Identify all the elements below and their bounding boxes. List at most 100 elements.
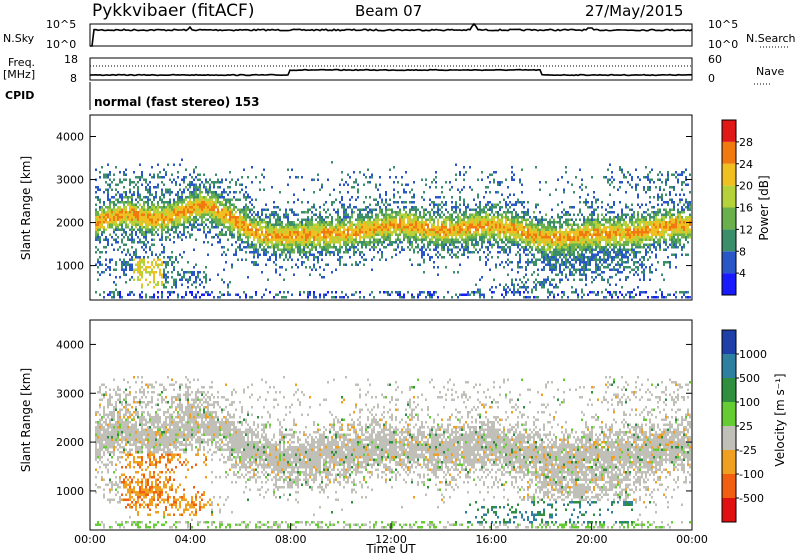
sky-panel-frame bbox=[89, 23, 693, 47]
scatter-cell bbox=[447, 228, 449, 231]
scatter-cell bbox=[533, 228, 535, 231]
scatter-cell bbox=[495, 266, 497, 269]
scatter-cell bbox=[203, 293, 205, 296]
scatter-cell bbox=[189, 191, 191, 194]
scatter-cell bbox=[337, 223, 339, 226]
scatter-cell bbox=[541, 241, 543, 244]
scatter-cell bbox=[337, 216, 339, 219]
scatter-cell bbox=[535, 203, 537, 206]
scatter-cell bbox=[233, 216, 235, 219]
scatter-cell bbox=[231, 226, 233, 229]
scatter-cell bbox=[331, 241, 333, 244]
scatter-cell bbox=[383, 226, 385, 229]
scatter-cell bbox=[445, 233, 447, 236]
scatter-cell bbox=[465, 226, 467, 229]
scatter-cell bbox=[543, 283, 545, 286]
scatter-cell bbox=[249, 221, 251, 224]
scatter-cell bbox=[503, 198, 505, 201]
scatter-cell bbox=[217, 218, 219, 221]
scatter-cell bbox=[111, 236, 113, 239]
scatter-cell bbox=[283, 258, 285, 261]
scatter-cell bbox=[387, 231, 389, 234]
scatter-cell bbox=[441, 221, 443, 224]
scatter-cell bbox=[471, 208, 473, 211]
scatter-cell bbox=[419, 216, 421, 219]
scatter-cell bbox=[555, 266, 557, 269]
scatter-cell bbox=[555, 243, 557, 246]
scatter-cell bbox=[503, 223, 505, 226]
scatter-cell bbox=[411, 221, 413, 224]
scatter-cell bbox=[243, 226, 245, 229]
scatter-cell bbox=[121, 211, 123, 214]
scatter-cell bbox=[267, 278, 269, 281]
scatter-cell bbox=[167, 276, 169, 279]
scatter-cell bbox=[525, 213, 527, 216]
scatter-cell bbox=[503, 236, 505, 239]
scatter-cell bbox=[267, 241, 269, 244]
scatter-cell bbox=[585, 268, 587, 271]
scatter-cell bbox=[259, 238, 261, 241]
scatter-cell bbox=[309, 241, 311, 244]
scatter-cell bbox=[489, 238, 491, 241]
scatter-cell bbox=[319, 206, 321, 209]
scatter-cell bbox=[573, 268, 575, 271]
scatter-cell bbox=[125, 196, 127, 199]
scatter-cell bbox=[555, 263, 557, 266]
scatter-cell bbox=[429, 233, 431, 236]
scatter-cell bbox=[153, 198, 155, 201]
scatter-cell bbox=[395, 201, 397, 204]
scatter-cell bbox=[451, 221, 453, 224]
scatter-cell bbox=[449, 181, 451, 184]
scatter-cell bbox=[347, 248, 349, 251]
scatter-cell bbox=[97, 198, 99, 201]
scatter-cell bbox=[393, 228, 395, 231]
scatter-cell bbox=[161, 193, 163, 196]
scatter-cell bbox=[331, 161, 333, 164]
scatter-cell bbox=[477, 178, 479, 181]
scatter-cell bbox=[433, 248, 435, 251]
scatter-cell bbox=[161, 261, 163, 264]
scatter-cell bbox=[121, 251, 123, 254]
scatter-cell bbox=[477, 231, 479, 234]
scatter-cell bbox=[547, 296, 549, 299]
scatter-cell bbox=[125, 208, 127, 211]
scatter-cell bbox=[429, 213, 431, 216]
scatter-cell bbox=[343, 231, 345, 234]
scatter-cell bbox=[499, 233, 501, 236]
scatter-cell bbox=[227, 201, 229, 204]
scatter-cell bbox=[389, 238, 391, 241]
scatter-cell bbox=[569, 253, 571, 256]
scatter-cell bbox=[265, 213, 267, 216]
scatter-cell bbox=[535, 286, 537, 289]
scatter-cell bbox=[567, 211, 569, 214]
scatter-cell bbox=[273, 236, 275, 239]
scatter-cell bbox=[301, 233, 303, 236]
scatter-cell bbox=[309, 243, 311, 246]
scatter-cell bbox=[351, 228, 353, 231]
scatter-cell bbox=[101, 208, 103, 211]
scatter-cell bbox=[409, 243, 411, 246]
scatter-cell bbox=[345, 248, 347, 251]
scatter-cell bbox=[287, 291, 289, 294]
scatter-cell bbox=[433, 231, 435, 234]
scatter-cell bbox=[393, 241, 395, 244]
scatter-cell bbox=[295, 213, 297, 216]
scatter-cell bbox=[509, 206, 511, 209]
scatter-cell bbox=[219, 203, 221, 206]
scatter-cell bbox=[349, 176, 351, 179]
scatter-cell bbox=[407, 223, 409, 226]
scatter-cell bbox=[587, 218, 589, 221]
scatter-cell bbox=[435, 226, 437, 229]
scatter-cell bbox=[321, 231, 323, 234]
scatter-cell bbox=[163, 268, 165, 271]
scatter-cell bbox=[561, 243, 563, 246]
scatter-cell bbox=[97, 236, 99, 239]
scatter-cell bbox=[221, 208, 223, 211]
scatter-cell bbox=[479, 211, 481, 214]
scatter-cell bbox=[115, 276, 117, 279]
scatter-cell bbox=[291, 248, 293, 251]
scatter-cell bbox=[217, 186, 219, 189]
scatter-cell bbox=[127, 238, 129, 241]
scatter-cell bbox=[409, 191, 411, 194]
scatter-cell bbox=[191, 218, 193, 221]
